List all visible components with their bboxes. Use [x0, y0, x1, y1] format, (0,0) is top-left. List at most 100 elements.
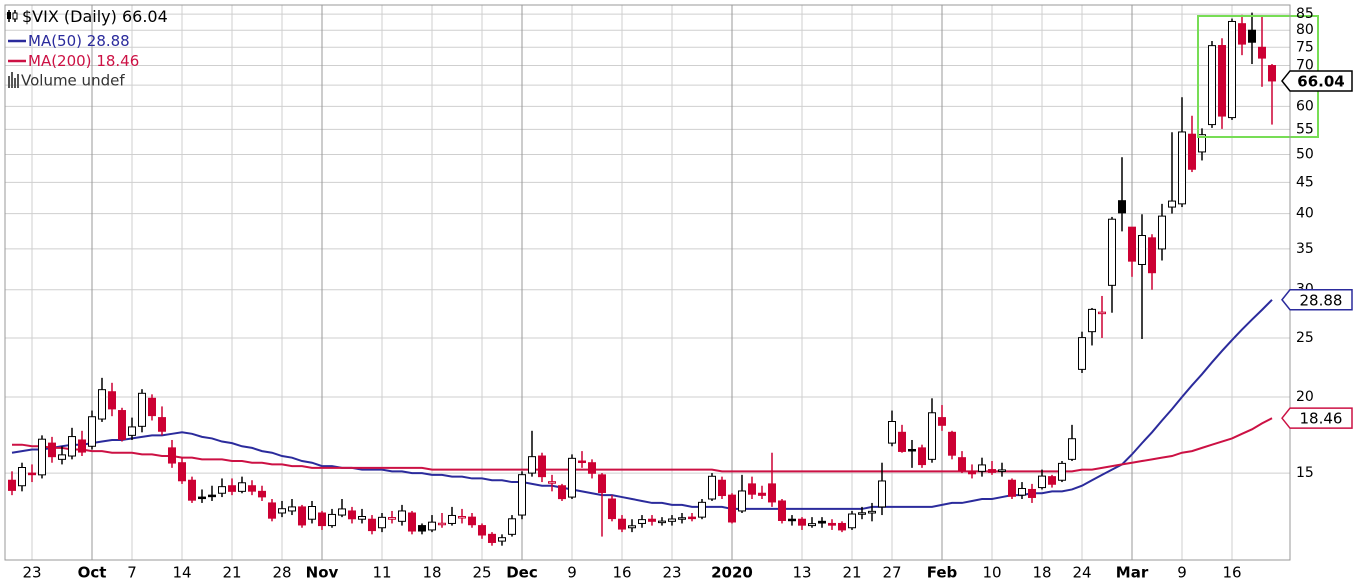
- candle-body: [1148, 237, 1156, 274]
- x-tick-label: Mar: [1116, 564, 1149, 582]
- candle-body: [128, 426, 136, 436]
- candle-body: [988, 469, 996, 473]
- candle-body: [168, 447, 176, 464]
- candle-body: [1008, 479, 1016, 497]
- x-tick-label: 9: [567, 564, 577, 582]
- x-tick-label: 13: [792, 564, 811, 582]
- candle-body: [508, 518, 516, 535]
- candle-body: [178, 462, 186, 482]
- candle-body: [228, 485, 236, 492]
- y-tick-label: 35: [1296, 241, 1314, 257]
- candle-body: [658, 520, 666, 524]
- candle-body: [348, 510, 356, 520]
- y-tick-label: 75: [1296, 39, 1314, 55]
- candle-body: [968, 470, 976, 475]
- candle-body: [98, 389, 106, 420]
- candle-body: [408, 512, 416, 532]
- candle-body: [678, 517, 686, 520]
- candle-body: [1248, 29, 1256, 43]
- candle-body: [768, 483, 776, 503]
- x-tick-label: 28: [272, 564, 291, 582]
- candle-body: [898, 431, 906, 452]
- value-tag-label: 66.04: [1297, 72, 1344, 90]
- candle-body: [1168, 200, 1176, 208]
- candle-body: [1268, 65, 1276, 82]
- candle-body: [18, 467, 26, 487]
- candle-body: [648, 518, 656, 522]
- candle-body: [118, 410, 126, 440]
- x-tick-label: Feb: [927, 564, 958, 582]
- candle-body: [708, 475, 716, 500]
- candle-body: [268, 502, 276, 519]
- candle-body: [598, 474, 606, 493]
- candle-body: [568, 457, 576, 498]
- last-close: 66.04: [122, 7, 168, 26]
- candle-body: [248, 485, 256, 492]
- candle-body: [108, 391, 116, 410]
- candle-body: [138, 392, 146, 427]
- candle-body: [38, 438, 46, 476]
- candle-body: [1048, 476, 1056, 485]
- candle-body: [638, 519, 646, 524]
- x-tick-label: Oct: [78, 564, 107, 582]
- candle-body: [998, 469, 1006, 472]
- x-tick-label: 25: [472, 564, 491, 582]
- legend-entry: MA(50) 28.88: [28, 32, 130, 50]
- candle-body: [338, 508, 346, 516]
- candle-body: [858, 512, 866, 515]
- candle-body: [1088, 308, 1096, 333]
- candle-body: [848, 513, 856, 529]
- candle-body: [1128, 226, 1136, 262]
- candle-body: [948, 431, 956, 456]
- candle-body: [1158, 215, 1166, 250]
- candle-body: [628, 525, 636, 529]
- legend-title: $VIX (Daily) 66.04: [22, 7, 168, 26]
- x-tick-label: 7: [127, 564, 137, 582]
- legend-name: MA(50): [28, 32, 82, 50]
- candle-body: [778, 500, 786, 521]
- y-tick-label: 80: [1296, 22, 1314, 38]
- x-tick-label: 14: [172, 564, 191, 582]
- candle-body: [808, 523, 816, 527]
- candle-body: [1058, 462, 1066, 481]
- candle-body: [208, 494, 216, 498]
- candle-body: [788, 518, 796, 522]
- candle-body: [308, 506, 316, 520]
- x-tick-label: Dec: [506, 564, 538, 582]
- candle-body: [298, 506, 306, 526]
- legend-name: MA(200): [28, 52, 92, 70]
- candle-body: [28, 472, 36, 476]
- x-tick-label: 18: [422, 564, 441, 582]
- candle-body: [278, 508, 286, 514]
- y-tick-label: 25: [1296, 330, 1314, 346]
- candle-body: [158, 417, 166, 432]
- candle-body: [458, 516, 466, 519]
- candle-body: [718, 479, 726, 497]
- candle-body: [1078, 337, 1086, 370]
- candle-body: [498, 537, 506, 542]
- candle-body: [518, 474, 526, 516]
- candle-body: [468, 516, 476, 526]
- legend: $VIX (Daily) 66.04 MA(50) 28.88 MA(200) …: [7, 7, 168, 90]
- candle-body: [1108, 218, 1116, 286]
- candle-body: [198, 496, 206, 500]
- candle-body: [558, 485, 566, 500]
- candle-body: [258, 490, 266, 498]
- candle-body: [958, 457, 966, 471]
- candle-body: [1198, 134, 1206, 153]
- candle-body: [58, 454, 66, 460]
- plot-frame: [4, 4, 1291, 561]
- y-tick-label: 20: [1296, 389, 1314, 405]
- candle-body: [488, 533, 496, 543]
- candle-body: [578, 460, 586, 464]
- y-tick-label: 85: [1296, 6, 1314, 22]
- candle-body: [878, 480, 886, 508]
- x-tick-label: 21: [842, 564, 861, 582]
- candle-body: [728, 494, 736, 523]
- value-tag: [1281, 70, 1353, 92]
- candle-body: [978, 464, 986, 472]
- value-tag-label: 18.46: [1300, 410, 1343, 428]
- candle-body: [528, 456, 536, 474]
- value-tag: [1281, 407, 1353, 429]
